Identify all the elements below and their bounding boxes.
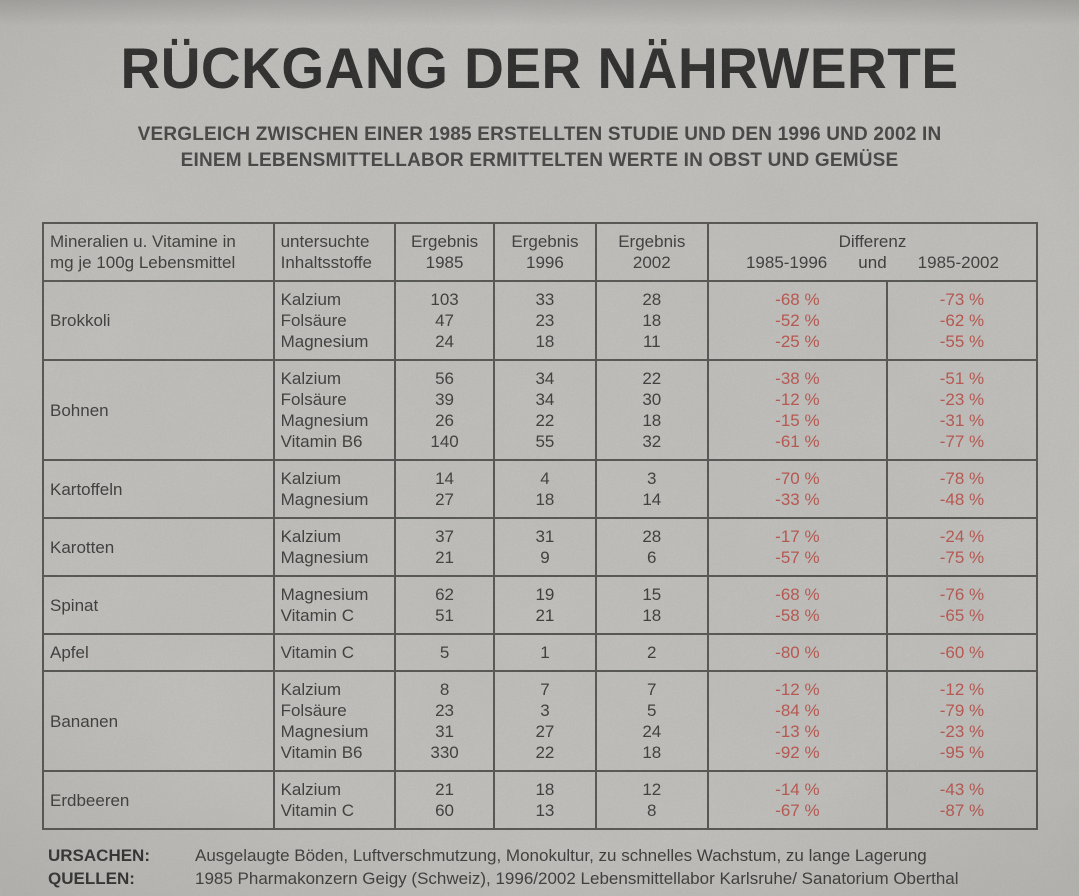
difference-1985-1996-cell: -17 % -57 % <box>706 517 888 577</box>
nutrient-table-body: Brokkoli Kalzium Folsäure Magnesium 103 47 24 3… <box>42 280 1039 830</box>
difference-1985-1996-cell: -80 % <box>706 633 888 672</box>
subtitle-line-2: EINEM LEBENSMITTELLABOR ERMITTELTEN WERT… <box>180 150 899 171</box>
footer: URSACHEN: Ausgelaugte Böden, Luftverschm… <box>48 844 1048 890</box>
food-group-row: Bohnen Kalzium Folsäure Magnesium Vitamin B6… <box>42 359 1039 461</box>
result-2002-cell: 12 8 <box>594 770 709 830</box>
result-2002-cell: 28 6 <box>594 517 709 577</box>
header-food-column: Mineralien u. Vitamine in mg je 100g Leb… <box>42 222 275 282</box>
result-1996-cell: 4 18 <box>493 459 597 519</box>
result-1996-cell: 19 21 <box>493 575 597 635</box>
causes-label: URSACHEN: <box>48 846 150 865</box>
header-result-2002-column: Ergebnis 2002 <box>594 222 709 282</box>
nutrient-table-head: Mineralien u. Vitamine in mg je 100g Leb… <box>42 222 1039 282</box>
result-1985-cell: 37 21 <box>393 517 496 577</box>
nutrient-list-cell: Kalzium Folsäure Magnesium <box>272 280 396 361</box>
result-1996-cell: 7 3 27 22 <box>493 670 597 772</box>
difference-1985-2002-cell: -78 % -48 % <box>885 459 1039 519</box>
difference-1985-2002-cell: -76 % -65 % <box>885 575 1039 635</box>
result-1985-cell: 62 51 <box>393 575 496 635</box>
nutrient-table: Mineralien u. Vitamine in mg je 100g Leb… <box>42 222 1039 830</box>
nutrient-list-cell: Vitamin C <box>272 633 396 672</box>
header-result-1985-column: Ergebnis 1985 <box>393 222 496 282</box>
result-1996-cell: 34 34 22 55 <box>493 359 597 461</box>
result-1985-cell: 21 60 <box>393 770 496 830</box>
result-1985-cell: 103 47 24 <box>393 280 496 361</box>
food-name-cell: Bohnen <box>42 359 275 461</box>
food-name-cell: Apfel <box>42 633 275 672</box>
difference-1985-1996-cell: -12 % -84 % -13 % -92 % <box>706 670 888 772</box>
food-group-row: Bananen Kalzium Folsäure Magnesium Vitamin B… <box>42 670 1039 772</box>
difference-period-2: 1985-2002 <box>917 253 999 272</box>
nutrient-list-cell: Kalzium Magnesium <box>272 517 396 577</box>
food-group-row: Brokkoli Kalzium Folsäure Magnesium 103 47 24 3… <box>42 280 1039 361</box>
food-name-cell: Brokkoli <box>42 280 275 361</box>
food-name-cell: Erdbeeren <box>42 770 275 830</box>
subtitle-line-1: VERGLEICH ZWISCHEN EINER 1985 ERSTELLTEN… <box>137 124 942 145</box>
result-1985-cell: 56 39 26 140 <box>393 359 496 461</box>
difference-1985-1996-cell: -68 % -58 % <box>706 575 888 635</box>
difference-1985-1996-cell: -68 % -52 % -25 % <box>706 280 888 361</box>
food-group-row: Spinat Magnesium Vitamin C 62 51 19 21 15 18 -68 … <box>42 575 1039 635</box>
header-row: Mineralien u. Vitamine in mg je 100g Leb… <box>42 222 1039 282</box>
food-name-cell: Kartoffeln <box>42 459 275 519</box>
difference-periods: 1985-1996 und 1985-2002 <box>715 252 1030 273</box>
result-1985-cell: 14 27 <box>393 459 496 519</box>
result-2002-cell: 7 5 24 18 <box>594 670 709 772</box>
difference-1985-2002-cell: -60 % <box>885 633 1039 672</box>
food-group-row: Apfel Vitamin C 5 1 2 -80 % -60 % <box>42 633 1039 672</box>
result-2002-cell: 15 18 <box>594 575 709 635</box>
difference-1985-2002-cell: -73 % -62 % -55 % <box>885 280 1039 361</box>
result-2002-cell: 28 18 11 <box>594 280 709 361</box>
nutrient-list-cell: Kalzium Magnesium <box>272 459 396 519</box>
causes-row: URSACHEN: Ausgelaugte Böden, Luftverschm… <box>48 844 1048 867</box>
result-1985-cell: 8 23 31 330 <box>393 670 496 772</box>
causes-text: Ausgelaugte Böden, Luftverschmutzung, Mo… <box>195 846 927 865</box>
header-result-1996-column: Ergebnis 1996 <box>493 222 597 282</box>
result-2002-cell: 22 30 18 32 <box>594 359 709 461</box>
difference-1985-1996-cell: -38 % -12 % -15 % -61 % <box>706 359 888 461</box>
difference-title: Differenz <box>838 232 907 251</box>
difference-1985-2002-cell: -12 % -79 % -23 % -95 % <box>885 670 1039 772</box>
nutrient-list-cell: Magnesium Vitamin C <box>272 575 396 635</box>
page-subtitle: VERGLEICH ZWISCHEN EINER 1985 ERSTELLTEN… <box>0 122 1079 174</box>
difference-period-1: 1985-1996 <box>745 253 828 272</box>
header-difference-column: Differenz 1985-1996 und 1985-2002 <box>706 222 1039 282</box>
difference-1985-2002-cell: -24 % -75 % <box>885 517 1039 577</box>
result-1996-cell: 1 <box>493 633 597 672</box>
result-1996-cell: 18 13 <box>493 770 597 830</box>
food-name-cell: Spinat <box>42 575 275 635</box>
result-2002-cell: 3 14 <box>594 459 709 519</box>
food-group-row: Karotten Kalzium Magnesium 37 21 31 9 28 6 -17 % -… <box>42 517 1039 577</box>
result-1996-cell: 31 9 <box>493 517 597 577</box>
sources-row: QUELLEN: 1985 Pharmakonzern Geigy (Schwe… <box>48 867 1048 890</box>
nutrient-list-cell: Kalzium Folsäure Magnesium Vitamin B6 <box>272 670 396 772</box>
page-title: RÜCKGANG DER NÄHRWERTE <box>120 35 959 101</box>
result-1996-cell: 33 23 18 <box>493 280 597 361</box>
food-group-row: Kartoffeln Kalzium Magnesium 14 27 4 18 3 14 -70 … <box>42 459 1039 519</box>
result-2002-cell: 2 <box>594 633 709 672</box>
difference-1985-1996-cell: -70 % -33 % <box>706 459 888 519</box>
food-group-row: Erdbeeren Kalzium Vitamin C 21 60 18 13 12 8 -14 … <box>42 770 1039 830</box>
nutrient-list-cell: Kalzium Vitamin C <box>272 770 396 830</box>
result-1985-cell: 5 <box>393 633 496 672</box>
header-nutrient-column: untersuchte Inhaltsstoffe <box>272 222 396 282</box>
food-name-cell: Bananen <box>42 670 275 772</box>
difference-conjunction: und <box>858 253 887 272</box>
sources-text: 1985 Pharmakonzern Geigy (Schweiz), 1996… <box>195 869 959 888</box>
difference-1985-1996-cell: -14 % -67 % <box>706 770 888 830</box>
nutrient-list-cell: Kalzium Folsäure Magnesium Vitamin B6 <box>272 359 396 461</box>
difference-1985-2002-cell: -43 % -87 % <box>885 770 1039 830</box>
food-name-cell: Karotten <box>42 517 275 577</box>
difference-1985-2002-cell: -51 % -23 % -31 % -77 % <box>885 359 1039 461</box>
sources-label: QUELLEN: <box>48 869 135 888</box>
